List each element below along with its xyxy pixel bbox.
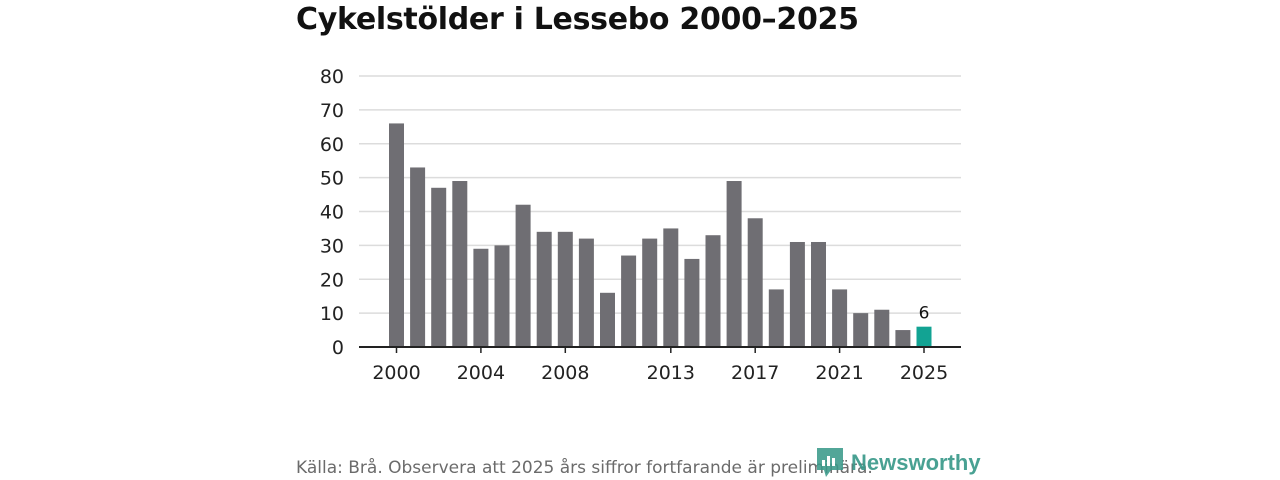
bar (473, 248, 489, 347)
bar (621, 255, 637, 347)
x-tick-label: 2004 (457, 362, 505, 384)
x-tick-label: 2017 (731, 362, 779, 384)
bar (431, 187, 447, 347)
bar (600, 292, 615, 347)
bar (452, 181, 468, 347)
bar (536, 231, 552, 347)
bar (895, 330, 911, 347)
x-tick-label: 2000 (372, 362, 420, 384)
y-tick-label: 60 (320, 134, 344, 156)
bar (663, 228, 679, 347)
bar (494, 245, 510, 347)
bar (789, 241, 805, 347)
newsworthy-logo-icon (817, 448, 843, 477)
bar (410, 167, 426, 347)
bar (811, 241, 826, 347)
bar (747, 218, 763, 347)
y-tick-label: 30 (320, 235, 344, 257)
bar (684, 258, 700, 347)
y-tick-label: 40 (320, 202, 344, 224)
bar (874, 309, 890, 347)
bar (853, 313, 869, 347)
y-tick-label: 10 (320, 303, 344, 325)
y-tick-label: 50 (320, 168, 344, 190)
bar (832, 289, 848, 347)
newsworthy-logo: Newsworthy (815, 446, 981, 480)
bar (768, 289, 784, 347)
x-tick-label: 2021 (815, 362, 863, 384)
y-tick-label: 20 (320, 269, 344, 291)
y-tick-label: 0 (332, 337, 344, 359)
bar (726, 181, 742, 347)
bar-highlight (916, 326, 932, 347)
bar (642, 238, 658, 347)
y-tick-label: 70 (320, 100, 344, 122)
logo-text: Newsworthy (851, 450, 981, 475)
bar (515, 204, 531, 347)
bar (557, 231, 573, 347)
x-tick-label: 2025 (900, 362, 948, 384)
data-label: 6 (919, 304, 930, 324)
bar (578, 238, 594, 347)
bar (389, 123, 404, 347)
y-tick-label: 80 (320, 66, 344, 88)
x-tick-label: 2008 (541, 362, 589, 384)
bar (705, 235, 721, 347)
source-note: Källa: Brå. Observera att 2025 års siffr… (296, 458, 873, 478)
chart-title: Cykelstölder i Lessebo 2000–2025 (296, 2, 859, 37)
x-tick-label: 2013 (647, 362, 695, 384)
